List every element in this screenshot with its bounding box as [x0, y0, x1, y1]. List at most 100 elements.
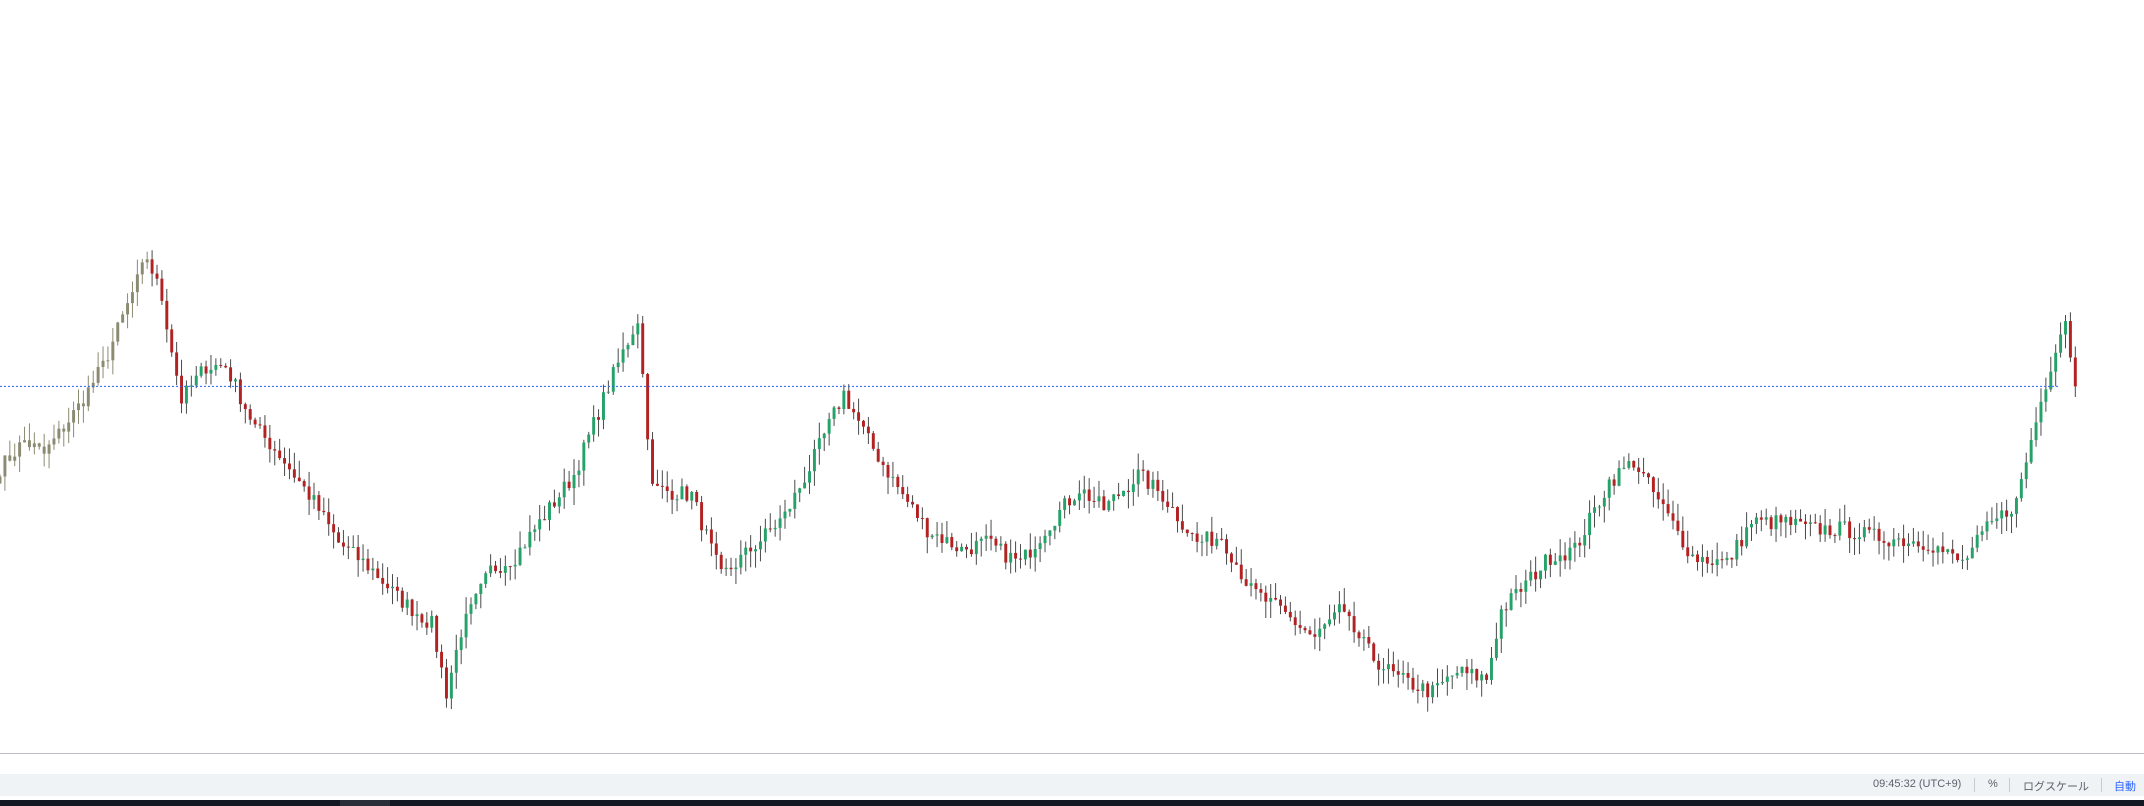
candle-body — [140, 262, 144, 275]
candle-body — [1269, 597, 1273, 602]
candle-body — [494, 565, 497, 572]
candle-body — [1534, 571, 1538, 580]
candle-body — [1043, 535, 1047, 544]
percent-toggle[interactable]: % — [1988, 778, 1998, 790]
candle-body — [2059, 334, 2063, 353]
candle-body — [754, 549, 758, 552]
candle-body — [327, 512, 331, 525]
candle-body — [1131, 484, 1135, 492]
candle-body — [1176, 507, 1179, 522]
candle-body — [322, 510, 326, 513]
candle-body — [1593, 507, 1596, 513]
candle-body — [1171, 506, 1175, 508]
candle-body — [332, 524, 336, 533]
candle-body — [435, 615, 439, 652]
candle-body — [2039, 401, 2043, 423]
candle-body — [999, 543, 1003, 546]
candle-body — [459, 637, 463, 651]
candle-body — [1548, 554, 1552, 565]
candle-body — [1705, 556, 1709, 564]
candle-body — [1651, 477, 1655, 493]
candle-body — [302, 481, 306, 487]
candle-body — [1902, 538, 1906, 547]
candle-body — [1126, 490, 1130, 492]
candle-body — [685, 486, 689, 501]
candle-body — [891, 476, 895, 478]
price-chart[interactable]: 1988199019921994199619982000200220042006… — [0, 0, 2144, 754]
candle-body — [940, 534, 944, 543]
candle-body — [832, 407, 836, 419]
candle-body — [675, 499, 679, 501]
candle-body — [945, 537, 949, 543]
candle-body — [317, 495, 321, 511]
candle-body — [341, 542, 345, 547]
candle-body — [1249, 583, 1253, 586]
candle-body — [1303, 627, 1307, 631]
candle-body — [1072, 500, 1076, 506]
candle-body — [214, 364, 218, 370]
candle-body — [111, 341, 115, 361]
candle-body — [1671, 513, 1675, 521]
candle-body — [1038, 543, 1042, 549]
candle-body — [646, 373, 650, 440]
candle-body — [150, 259, 154, 274]
candle-body — [518, 547, 522, 565]
candle-body — [1759, 517, 1763, 520]
candle-body — [822, 433, 826, 439]
candle-body — [1568, 547, 1572, 561]
candle-body — [2044, 389, 2048, 402]
candle-body — [871, 433, 875, 449]
candle-body — [1298, 625, 1302, 628]
candle-body — [356, 546, 360, 561]
candle-body — [543, 519, 547, 521]
candle-body — [2014, 498, 2018, 514]
candles-layer — [0, 250, 2077, 712]
candle-body — [1907, 543, 1910, 547]
candle-body — [1391, 664, 1395, 672]
candle-body — [1769, 517, 1773, 530]
candle-body — [1372, 643, 1376, 661]
candle-body — [1254, 583, 1258, 590]
candle-body — [1720, 559, 1724, 561]
candle-body — [229, 367, 233, 382]
candle-body — [847, 390, 851, 409]
candle-body — [1215, 538, 1219, 546]
bottom-scroll-strip[interactable] — [0, 800, 2144, 806]
candle-body — [1936, 546, 1940, 553]
candle-body — [1931, 550, 1935, 553]
candle-body — [636, 323, 640, 335]
candle-body — [1431, 685, 1435, 698]
candle-body — [464, 613, 468, 638]
candle-body — [312, 495, 316, 500]
auto-scale-toggle[interactable]: 自動 — [2114, 781, 2136, 793]
candle-body — [1102, 496, 1106, 511]
candle-body — [925, 518, 929, 538]
candle-body — [793, 492, 797, 509]
candle-body — [86, 387, 90, 407]
candle-body — [1283, 605, 1287, 612]
candle-body — [2005, 510, 2009, 517]
candle-body — [1514, 589, 1518, 594]
log-scale-toggle[interactable]: ログスケール — [2023, 781, 2089, 793]
candle-body — [1916, 541, 1920, 547]
candle-body — [1853, 538, 1857, 540]
candle-body — [2064, 321, 2067, 335]
candle-body — [587, 434, 591, 443]
candle-body — [160, 278, 164, 301]
candle-body — [1735, 539, 1739, 560]
candle-body — [1347, 611, 1351, 617]
candle-body — [391, 586, 394, 589]
candle-body — [1033, 548, 1037, 558]
candle-body — [219, 364, 223, 366]
candle-body — [307, 486, 311, 500]
candle-body — [1941, 546, 1945, 553]
scroll-thumb[interactable] — [340, 800, 390, 806]
candle-body — [1965, 558, 1969, 560]
candle-body — [1813, 522, 1817, 524]
candle-body — [273, 449, 277, 451]
candle-body — [2068, 321, 2072, 358]
candle-body — [42, 446, 46, 454]
candle-body — [1411, 677, 1415, 690]
candle-body — [513, 564, 517, 567]
candle-body — [3, 455, 7, 477]
